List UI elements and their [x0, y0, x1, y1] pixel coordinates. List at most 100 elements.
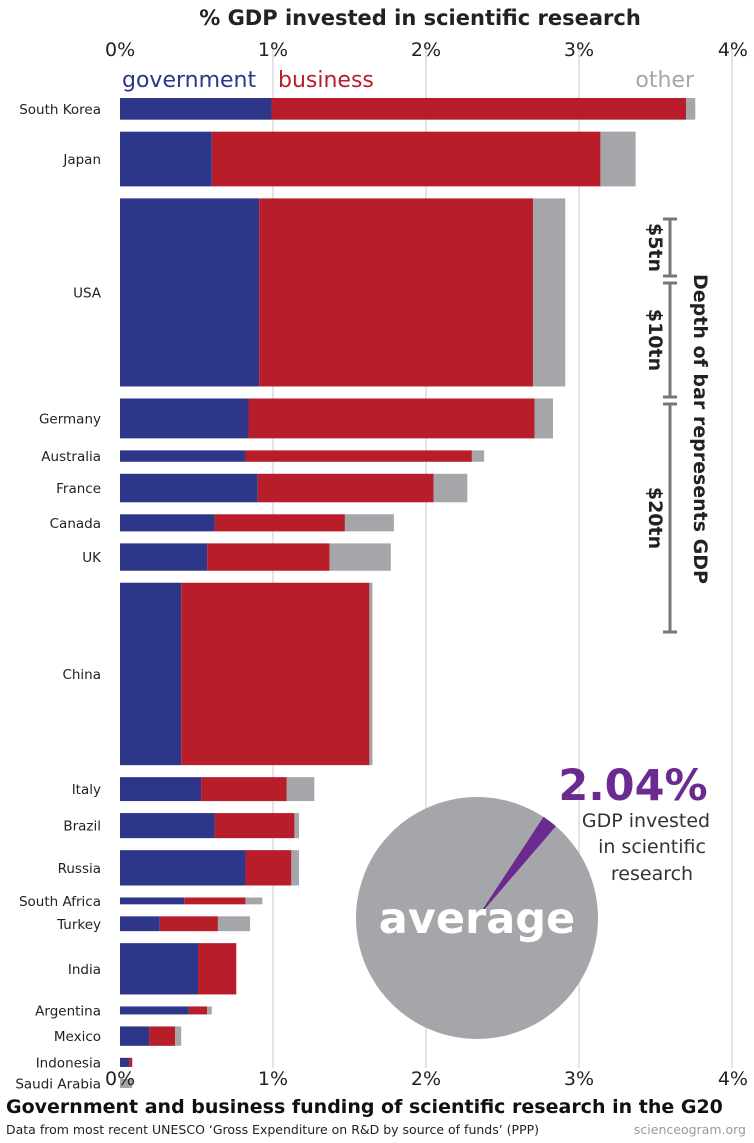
bar-other [245, 897, 263, 905]
bar-government [120, 450, 246, 462]
category-label: Germany [39, 411, 101, 427]
bar-business [245, 850, 292, 886]
bar-business [211, 131, 601, 187]
depth-scale: $5tn $10tn $20tn Depth of bar represents GD… [644, 217, 711, 634]
x-axis-ticks: 0% 0% 1% 1% 2% 2% 3% 3% 4% 4% [105, 39, 748, 1090]
category-label: South Africa [19, 894, 101, 910]
bar-government [120, 1026, 150, 1046]
x-tick-label: 3% [564, 1068, 594, 1090]
x-tick-label: 0% [105, 1068, 135, 1090]
bar-other [294, 813, 300, 839]
bar-business [129, 1057, 133, 1067]
average-word: average [379, 894, 575, 944]
bar-business [207, 543, 330, 571]
average-caption-1: GDP invested [582, 810, 710, 832]
bar-other [291, 850, 300, 886]
bar-government [120, 1057, 130, 1067]
chart-title: % GDP invested in scientific research [199, 6, 641, 30]
bar-government [120, 98, 272, 120]
bar-other [286, 777, 315, 802]
bar-other [534, 398, 553, 439]
category-label: Australia [41, 449, 101, 465]
bar-other [533, 198, 566, 387]
bar-business [214, 813, 295, 839]
x-tick-label: 0% [105, 39, 135, 61]
legend-government: government [122, 68, 256, 93]
scale-mark-label: $20tn [644, 487, 666, 549]
category-label: Turkey [56, 917, 101, 933]
bar-other [329, 543, 391, 571]
category-label: Indonesia [36, 1055, 101, 1071]
bar-business [159, 916, 218, 932]
bar-other [120, 1078, 133, 1089]
bar-government [120, 198, 260, 387]
category-label: UK [82, 550, 102, 566]
category-labels: South Korea Japan USA Germany Australia Franc… [15, 102, 102, 1093]
bar-government [120, 943, 199, 995]
category-label: India [68, 962, 101, 978]
bar-other [369, 582, 373, 766]
x-tick-label: 3% [564, 39, 594, 61]
bar-government [120, 777, 202, 802]
bar-business [245, 450, 472, 462]
bar-government [120, 916, 160, 932]
footer-title: Government and business funding of scien… [6, 1096, 723, 1118]
bar-other [686, 98, 696, 120]
category-label: Brazil [63, 819, 101, 835]
bar-other [344, 514, 394, 532]
scale-mark-label: $10tn [644, 309, 666, 371]
bar-other [433, 473, 468, 503]
bar-business [198, 943, 237, 995]
category-label: South Korea [19, 102, 101, 118]
category-label: Mexico [54, 1029, 101, 1045]
bar-government [120, 543, 208, 571]
bar-government [120, 850, 246, 886]
average-annotation: average 2.04% GDP invested in scientific… [356, 761, 710, 1039]
bar-government [120, 473, 258, 503]
category-label: USA [73, 285, 102, 301]
legend: government business other [122, 68, 695, 93]
bar-business [184, 897, 246, 905]
bar-business [214, 514, 345, 532]
scale-mark-label: $5tn [644, 223, 666, 272]
average-value: 2.04% [558, 761, 707, 811]
category-label: China [62, 667, 101, 683]
bar-other [600, 131, 636, 187]
bar-business [259, 198, 534, 387]
category-label: Italy [72, 782, 101, 798]
x-tick-label: 2% [411, 39, 441, 61]
bar-government [120, 398, 249, 439]
bar-business [188, 1006, 208, 1015]
bar-business [181, 582, 370, 766]
category-label: Canada [50, 516, 101, 532]
bars [120, 98, 696, 1089]
x-tick-label: 4% [718, 39, 748, 61]
average-caption-3: research [611, 863, 693, 885]
legend-business: business [278, 68, 374, 93]
bar-business [248, 398, 535, 439]
category-label: Saudi Arabia [15, 1077, 101, 1093]
bar-business [257, 473, 434, 503]
bar-other [207, 1006, 212, 1015]
category-label: Japan [62, 152, 101, 168]
bar-other [217, 916, 251, 932]
x-tick-label: 1% [258, 1068, 288, 1090]
footer-credit: scienceogram.org [633, 1122, 746, 1137]
x-tick-label: 1% [258, 39, 288, 61]
bar-government [120, 131, 212, 187]
average-pie-slice [477, 816, 556, 918]
legend-other: other [635, 68, 695, 93]
x-tick-label: 2% [411, 1068, 441, 1090]
footer-source: Data from most recent UNESCO ‘Gross Expe… [6, 1122, 540, 1137]
bar-government [120, 514, 215, 532]
depth-scale-label: Depth of bar represents GDP [689, 274, 711, 584]
bar-government [120, 813, 215, 839]
bar-business [271, 98, 687, 120]
bar-other [471, 450, 485, 462]
x-tick-label: 4% [718, 1068, 748, 1090]
bar-government [120, 1006, 189, 1015]
bar-government [120, 582, 182, 766]
bar-business [201, 777, 287, 802]
bar-other [175, 1026, 182, 1046]
